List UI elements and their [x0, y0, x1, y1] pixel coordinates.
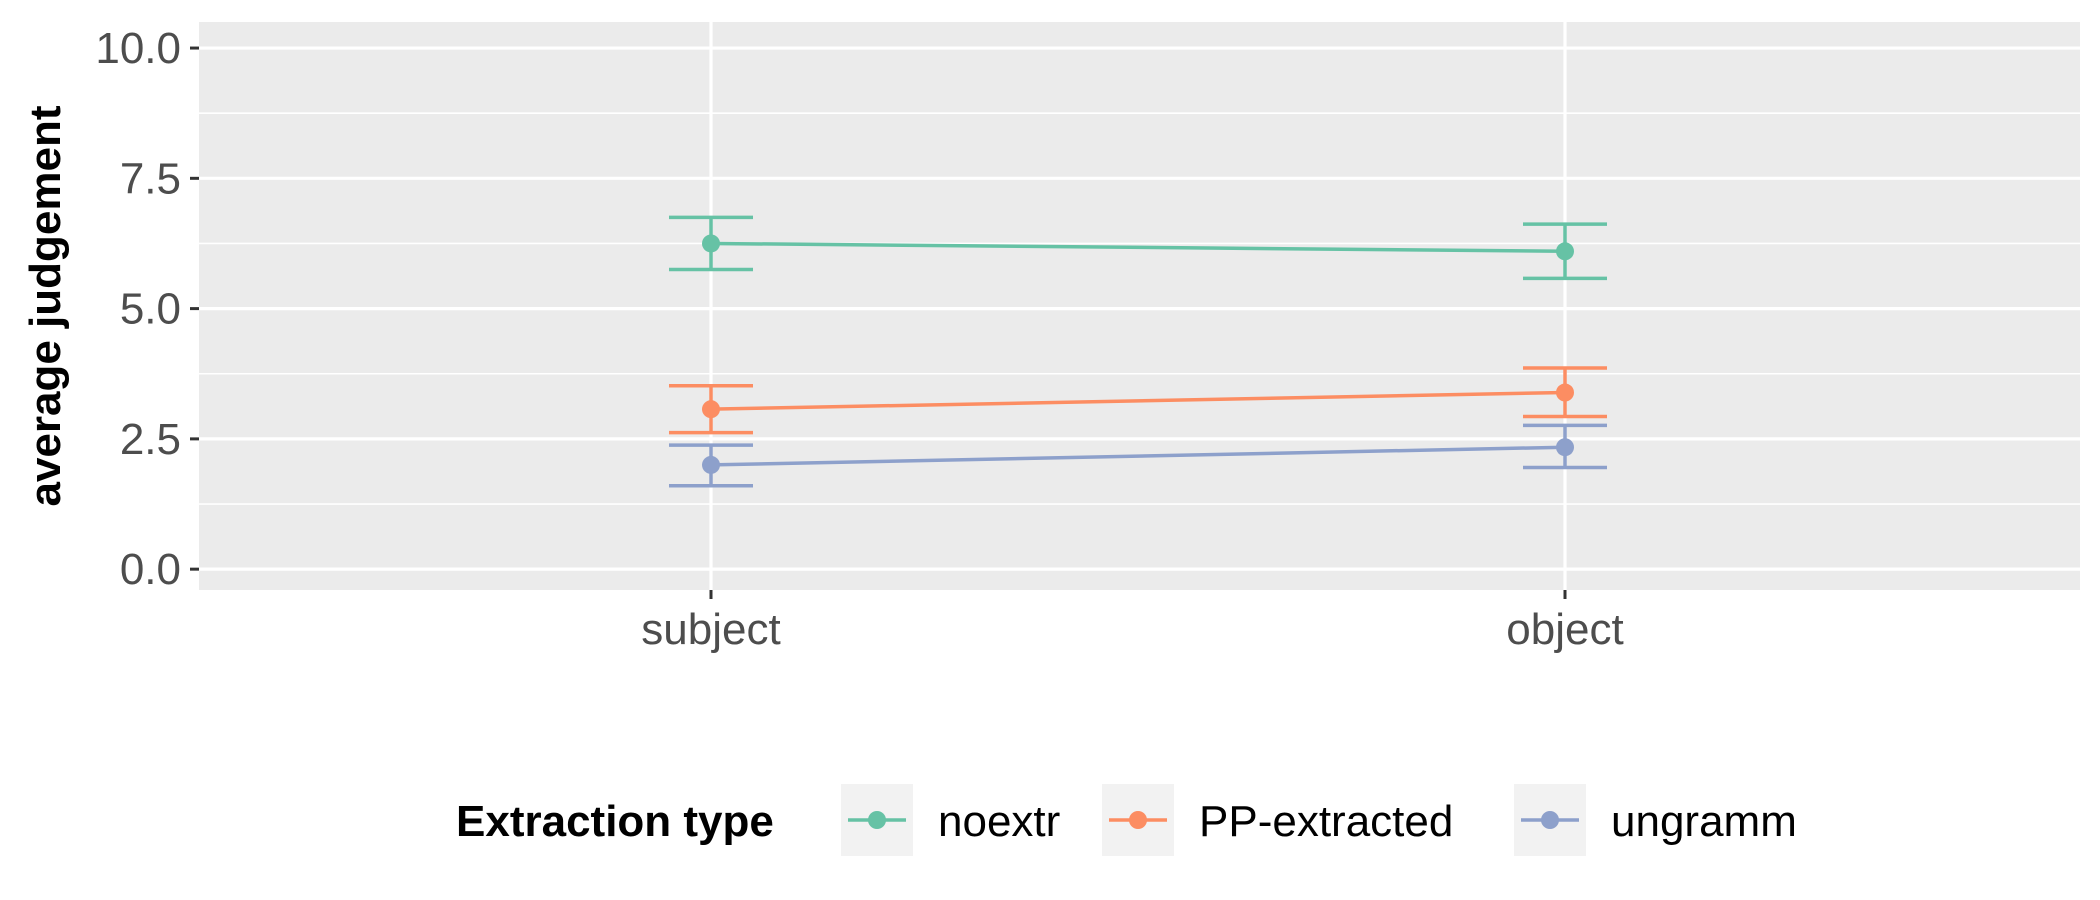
point-noextr	[1556, 242, 1574, 261]
y-tick-label: 2.5	[120, 415, 181, 464]
point-PP-extracted	[1556, 383, 1574, 402]
grid-minor	[199, 112, 2080, 505]
legend-key-point	[1129, 811, 1147, 829]
series-line-ungramm	[710, 445, 1566, 467]
grid-major	[199, 22, 2080, 590]
series-layer	[669, 215, 1607, 488]
series-line-noextr	[710, 241, 1566, 254]
y-tick-label: 10.0	[95, 24, 181, 73]
legend-label: ungramm	[1611, 797, 1797, 846]
legend: Extraction type noextr PP-extracted ungramm	[456, 784, 1797, 856]
legend-label: PP-extracted	[1199, 797, 1453, 846]
x-tick-label: subject	[641, 605, 780, 654]
legend-title: Extraction type	[456, 797, 774, 846]
y-tick-label: 0.0	[120, 545, 181, 594]
y-tick-label: 5.0	[120, 285, 181, 334]
point-ungramm	[1556, 438, 1574, 457]
y-tick-label: 7.5	[120, 154, 181, 203]
x-tick-label: object	[1506, 605, 1623, 654]
x-axis: subject object	[641, 590, 1624, 654]
y-axis-title: average judgement	[21, 105, 70, 506]
legend-key-point	[1541, 811, 1559, 829]
point-ungramm	[702, 455, 720, 474]
plot-panel	[199, 22, 2080, 590]
y-axis: 0.0 2.5 5.0 7.5 10.0	[95, 24, 199, 594]
series-line-PP-extracted	[710, 390, 1566, 411]
legend-label: noextr	[938, 797, 1060, 846]
point-noextr	[702, 234, 720, 253]
point-PP-extracted	[702, 400, 720, 419]
legend-key-point	[868, 811, 886, 829]
